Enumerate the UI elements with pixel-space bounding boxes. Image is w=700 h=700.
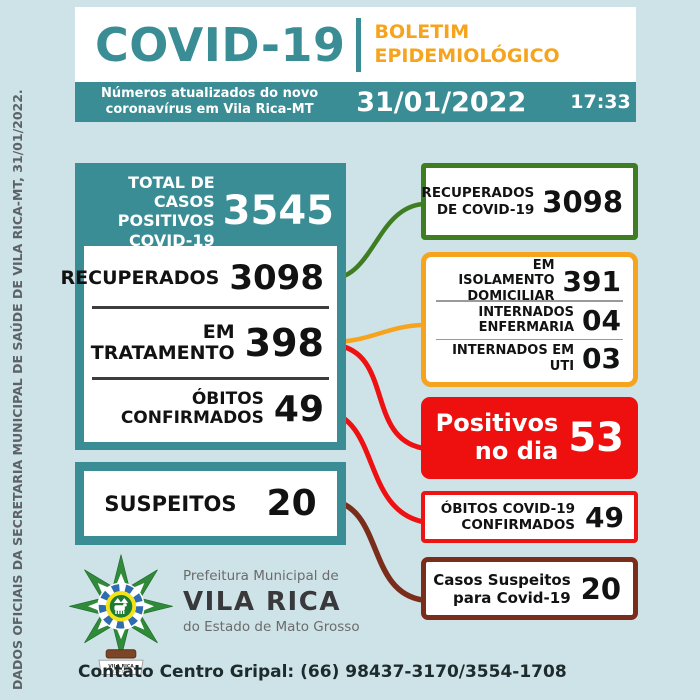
update-note-line-1: Números atualizados do novo [101,85,319,101]
covid-deaths-value: 49 [585,500,624,534]
recovered-row: RECUPERADOS 3098 [61,250,337,306]
in-treatment-label: EM TRATAMENTO [90,321,235,364]
home-isolation-value: 391 [562,264,621,298]
suspected-cases-value: 20 [580,571,621,606]
confirmed-deaths-label: ÓBITOS CONFIRMADOS [120,389,264,428]
org-name: VILA RICA [183,587,341,617]
row-divider [92,306,329,309]
total-cases-header: TOTAL DE CASOS POSITIVOS COVID-19 3545 [75,163,346,250]
municipality-wordmark: Prefeitura Municipal de VILA RICA do Est… [183,568,360,635]
row-divider [436,300,623,302]
covid-deaths-label: ÓBITOS COVID-19 CONFIRMADOS [440,500,576,533]
crest-cow-leg [117,610,120,614]
isolation-detail-box: EM ISOLAMENTO DOMICILIAR 391 INTERNADOS … [421,252,638,387]
suspects-box: SUSPEITOS 20 [75,462,346,545]
total-cases-title: TOTAL DE CASOS POSITIVOS COVID-19 [83,173,215,250]
home-isolation-label: EM ISOLAMENTO DOMICILIAR [458,257,555,304]
header-info-bar: Números atualizados do novo coronavírus … [75,82,636,122]
daily-positives-box: Positivos no dia 53 [421,397,638,479]
home-isolation-row: EM ISOLAMENTO DOMICILIAR 391 [434,258,625,304]
official-data-side-note: DADOS OFICIAIS DA SECRETARIA MUNICIPAL D… [10,89,25,690]
icu-inpatients-row: INTERNADOS EM UTI 03 [434,340,625,377]
header-subtitle: BOLETIM EPIDEMIOLÓGICO [375,21,560,69]
update-note-line-2: coronavírus em Vila Rica-MT [105,102,314,117]
ward-inpatients-label: INTERNADOS ENFERMARIA [478,304,575,336]
bulletin-date: 31/01/2022 [356,86,527,118]
total-cases-box: TOTAL DE CASOS POSITIVOS COVID-19 3545 R… [61,163,346,450]
recovered-label: RECUPERADOS [60,266,220,289]
daily-positives-label: Positivos no dia [435,409,559,465]
daily-positives-value: 53 [568,415,624,461]
crest-cow-leg [122,610,125,614]
subtitle-line-1: BOLETIM [374,20,470,43]
header: COVID-19 BOLETIM EPIDEMIOLÓGICO [75,7,636,82]
contact-info: Contato Centro Gripal: (66) 98437-3170/3… [78,662,567,682]
crest-cow-body [114,605,125,611]
connector-daily-positives [333,342,425,451]
crest-tent-right [120,598,129,603]
icu-inpatients-label: INTERNADOS EM UTI [452,343,575,374]
org-line-1: Prefeitura Municipal de [183,568,339,584]
crest-cow-leg [115,610,117,614]
header-divider [355,17,361,72]
connector-isolation [333,322,426,345]
total-title-line-2: POSITIVOS [117,211,215,231]
recovered-value: 3098 [229,258,324,298]
suspected-cases-box: Casos Suspeitos para Covid-19 20 [421,557,638,620]
ward-inpatients-row: INTERNADOS ENFERMARIA 04 [434,302,625,339]
confirmed-deaths-value: 49 [273,388,324,430]
recovered-detail-value: 3098 [542,184,623,219]
bulletin-time: 17:33 [570,91,631,113]
recovered-detail-box: RECUPERADOS DE COVID-19 3098 [421,163,638,240]
totals-breakdown: RECUPERADOS 3098 EM TRATAMENTO 398 ÓBITO… [61,246,337,442]
crest-log [105,649,137,659]
crest-tent-left [113,598,122,603]
icu-inpatients-value: 03 [582,342,621,376]
vila-rica-crest-icon: VILA RICA 13-5-1986 [69,554,173,675]
suspects-inner: SUSPEITOS 20 [84,471,337,536]
total-title-line-3: COVID-19 [128,230,215,250]
crest-cow-leg [120,610,122,614]
in-treatment-value: 398 [244,321,324,365]
ward-inpatients-value: 04 [582,303,621,337]
page-title: COVID-19 [95,17,346,72]
crest-banner [98,659,144,675]
in-treatment-row: EM TRATAMENTO 398 [84,309,337,377]
suspects-label: SUSPEITOS [104,491,237,516]
crest-banner-text: VILA RICA [108,663,134,669]
total-cases-value: 3545 [222,188,334,235]
row-divider [92,377,329,380]
subtitle-line-2: EPIDEMIOLÓGICO [374,44,560,67]
update-note: Números atualizados do novo coronavírus … [101,86,318,119]
recovered-detail-label: RECUPERADOS DE COVID-19 [421,185,535,218]
row-divider [436,338,623,341]
suspected-cases-label: Casos Suspeitos para Covid-19 [433,570,571,607]
covid-deaths-box: ÓBITOS COVID-19 CONFIRMADOS 49 [421,491,638,543]
crest-cow-head [123,603,127,607]
crest-banner-date: 13-5-1986 [112,669,129,673]
confirmed-deaths-row: ÓBITOS CONFIRMADOS 49 [84,380,337,438]
org-line-2: do Estado de Mato Grosso [183,619,360,635]
suspects-value: 20 [266,483,317,524]
total-title-line-1: TOTAL DE CASOS [128,173,215,212]
